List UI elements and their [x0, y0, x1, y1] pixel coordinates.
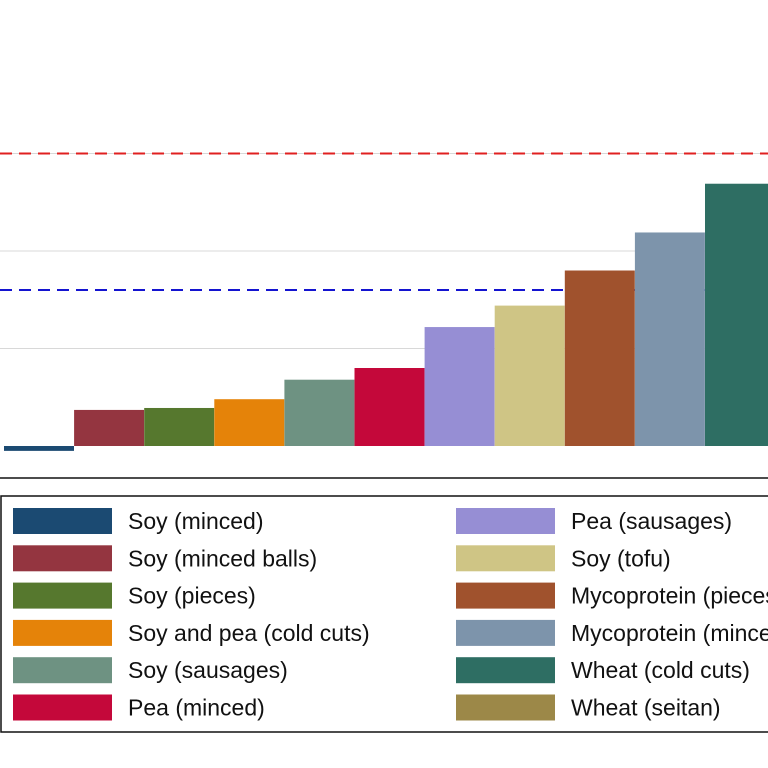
bars: [4, 183, 768, 451]
legend-swatch: [456, 619, 555, 646]
reference-lines: [0, 152, 768, 291]
legend-label: Soy (minced): [128, 508, 263, 534]
legend-label: Soy and pea (cold cuts): [128, 620, 370, 646]
legend-label: Wheat (cold cuts): [571, 657, 750, 683]
legend-swatch: [456, 545, 555, 572]
legend-label: Mycoprotein (pieces): [571, 583, 768, 609]
legend-swatch: [456, 508, 555, 534]
legend-swatch: [13, 619, 112, 646]
bar: [634, 232, 705, 446]
legend-swatch: [456, 694, 555, 721]
legend-swatch: [456, 657, 555, 684]
legend-swatch: [13, 694, 112, 721]
bar: [74, 409, 145, 446]
legend-swatch: [13, 657, 112, 684]
legend-swatch: [13, 582, 112, 609]
bar: [354, 368, 425, 446]
legend-label: Wheat (seitan): [571, 695, 721, 721]
legend-label: Mycoprotein (minced): [571, 620, 768, 646]
bar: [284, 379, 355, 446]
bar: [4, 446, 74, 451]
legend: Soy (minced) Soy (minced balls) Soy (piece…: [0, 495, 768, 733]
legend-label: Soy (sausages): [128, 657, 288, 683]
legend-label: Soy (tofu): [571, 545, 671, 571]
bar: [214, 399, 285, 446]
legend-label: Pea (sausages): [571, 508, 732, 534]
bar: [494, 305, 565, 446]
legend-label: Pea (minced): [128, 695, 265, 721]
legend-label: Soy (minced balls): [128, 545, 317, 571]
legend-swatch: [13, 508, 112, 534]
bar: [424, 327, 495, 446]
legend-swatch: [456, 582, 555, 609]
legend-swatch: [13, 545, 112, 572]
bar: [564, 270, 635, 446]
legend-label: Soy (pieces): [128, 583, 256, 609]
legend-frame: [0, 495, 768, 733]
bar: [144, 407, 215, 446]
bar: [705, 183, 768, 446]
